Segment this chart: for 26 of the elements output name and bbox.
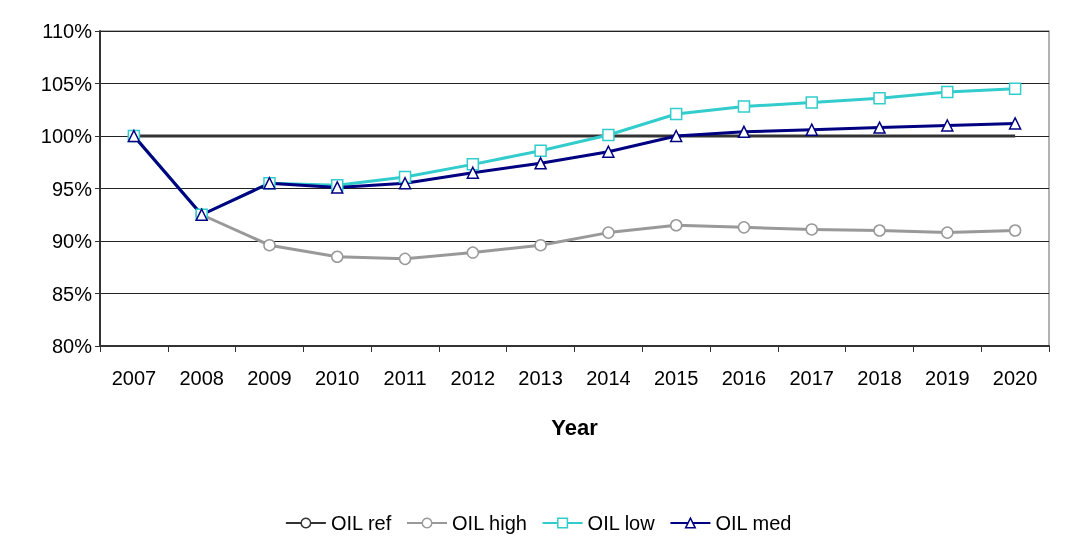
x-tick-label: 2013 xyxy=(518,367,563,389)
x-tick-label: 2012 xyxy=(450,367,496,389)
x-tick-label: 2011 xyxy=(383,367,427,389)
x-tick-label: 2014 xyxy=(586,367,631,389)
y-tick-label: 100% xyxy=(40,125,93,147)
y-tick-label: 105% xyxy=(40,72,93,95)
x-axis-title: Year xyxy=(551,414,599,440)
x-tick-label: 2020 xyxy=(992,367,1038,389)
y-tick-label: 95% xyxy=(51,177,93,200)
y-tick-label: 110% xyxy=(42,20,93,42)
x-tick-label: 2010 xyxy=(315,367,360,389)
x-tick-label: 2017 xyxy=(789,367,834,389)
legend-label: OIL med xyxy=(715,512,792,534)
y-tick-label: 85% xyxy=(51,282,93,305)
x-tick-label: 2008 xyxy=(179,367,224,389)
y-tick-label: 80% xyxy=(51,335,93,357)
legend-label: OIL low xyxy=(587,512,656,534)
legend-label: OIL high xyxy=(452,512,527,534)
x-tick-label: 2015 xyxy=(653,367,699,389)
x-tick-label: 2007 xyxy=(111,367,157,389)
x-tick-label: 2018 xyxy=(857,367,902,389)
x-tick-label: 2009 xyxy=(247,367,292,389)
x-tick-label: 2016 xyxy=(721,367,767,389)
legend-label: OIL ref xyxy=(330,512,392,534)
y-tick-label: 90% xyxy=(51,230,93,252)
x-tick-label: 2019 xyxy=(925,367,970,389)
